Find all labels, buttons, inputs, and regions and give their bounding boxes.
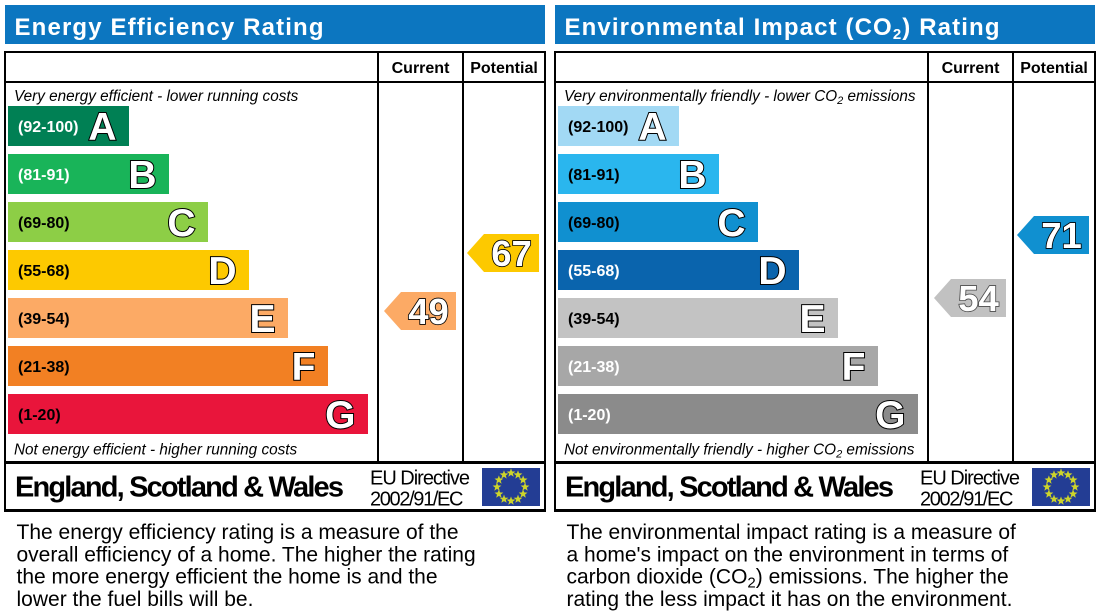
svg-text:a home's impact on the environ: a home's impact on the environment in te… [567,543,1009,566]
svg-text:67: 67 [491,233,532,274]
svg-text:rating the less impact it has: rating the less impact it has on the env… [567,588,1013,611]
svg-text:(69-80): (69-80) [18,215,70,232]
svg-text:(69-80): (69-80) [568,215,620,232]
svg-text:Very energy efficient - lower: Very energy efficient - lower running co… [14,88,299,105]
svg-text:2002/91/EC: 2002/91/EC [370,489,464,511]
svg-text:EU Directive: EU Directive [370,468,470,490]
svg-text:carbon dioxide (CO2) emissions: carbon dioxide (CO2) emissions. The high… [567,566,1009,592]
svg-text:Not environmentally friendly -: Not environmentally friendly - higher CO… [564,442,915,461]
svg-text:England, Scotland & Wales: England, Scotland & Wales [15,472,344,504]
svg-text:C: C [717,202,745,245]
svg-text:lower the fuel bills will be.: lower the fuel bills will be. [17,588,254,611]
svg-text:E: E [799,298,825,341]
svg-text:the more energy efficient the: the more energy efficient the home is an… [17,566,438,589]
svg-text:Potential: Potential [470,60,538,77]
svg-text:(1-20): (1-20) [568,407,611,424]
svg-text:(55-68): (55-68) [568,263,620,280]
svg-text:A: A [88,106,116,149]
svg-text:(21-38): (21-38) [568,359,620,376]
svg-text:Not energy efficient - higher: Not energy efficient - higher running co… [14,442,297,459]
svg-text:F: F [842,346,866,389]
svg-text:(81-91): (81-91) [18,167,70,184]
svg-text:(81-91): (81-91) [568,167,620,184]
svg-text:2002/91/EC: 2002/91/EC [920,489,1014,511]
svg-text:D: D [758,250,786,293]
svg-text:overall efficiency of a home.: overall efficiency of a home. The higher… [17,543,476,566]
svg-text:D: D [208,250,236,293]
svg-text:C: C [167,202,195,245]
svg-text:B: B [128,154,156,197]
svg-text:The environmental impact ratin: The environmental impact rating is a mea… [567,521,1017,544]
svg-text:G: G [875,394,905,437]
svg-text:71: 71 [1041,215,1082,256]
svg-text:F: F [292,346,316,389]
svg-text:Environmental Impact (CO2) Rat: Environmental Impact (CO2) Rating [565,14,1000,43]
svg-text:Current: Current [942,60,1000,77]
svg-text:A: A [638,106,666,149]
svg-text:The energy efficiency rating i: The energy efficiency rating is a measur… [17,521,459,544]
svg-text:England, Scotland & Wales: England, Scotland & Wales [565,472,894,504]
svg-text:(39-54): (39-54) [568,311,620,328]
svg-text:Potential: Potential [1020,60,1088,77]
svg-text:Energy Efficiency Rating: Energy Efficiency Rating [15,14,324,41]
svg-text:(92-100): (92-100) [568,119,628,136]
svg-text:B: B [678,154,706,197]
svg-text:G: G [325,394,355,437]
svg-text:Very environmentally friendly: Very environmentally friendly - lower CO… [564,88,916,107]
svg-text:(92-100): (92-100) [18,119,78,136]
svg-text:EU Directive: EU Directive [920,468,1020,490]
svg-text:(39-54): (39-54) [18,311,70,328]
svg-text:(1-20): (1-20) [18,407,61,424]
svg-text:(21-38): (21-38) [18,359,70,376]
svg-text:E: E [249,298,275,341]
svg-text:49: 49 [408,291,449,332]
svg-text:Current: Current [392,60,450,77]
svg-text:(55-68): (55-68) [18,263,70,280]
svg-text:54: 54 [958,278,999,319]
